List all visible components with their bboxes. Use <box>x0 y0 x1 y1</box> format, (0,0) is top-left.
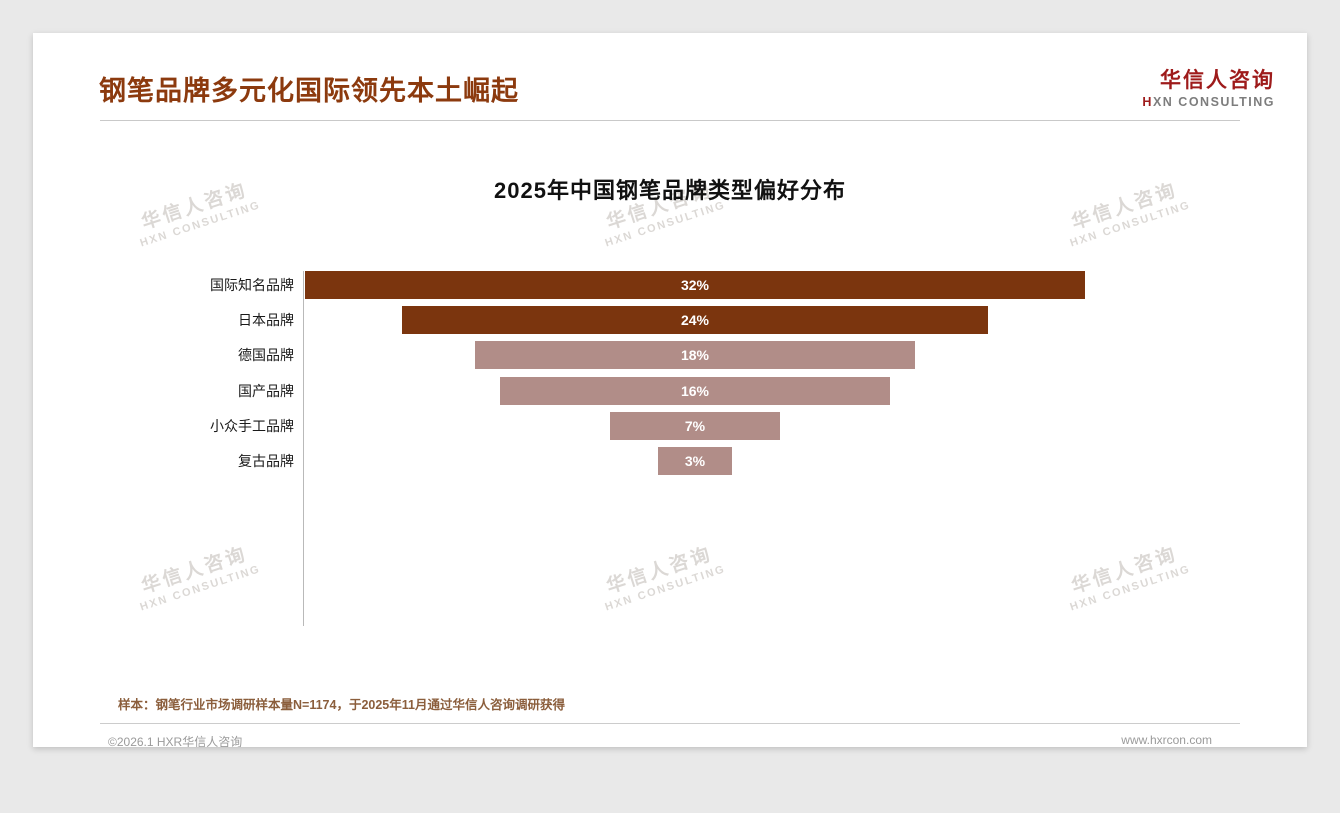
website-url: www.hxrcon.com <box>1121 732 1212 747</box>
bar-area: 32% <box>303 270 1103 299</box>
category-label: 日本品牌 <box>238 311 294 328</box>
sample-footnote: 样本：钢笔行业市场调研样本量N=1174，于2025年11月通过华信人咨询调研获… <box>118 697 565 712</box>
logo-mark-icon: H <box>1142 95 1153 110</box>
logo-english-rest: XN CONSULTING <box>1152 95 1275 110</box>
chart-row: 国际知名品牌 32% <box>41 270 1103 299</box>
watermark-line2: HXN CONSULTING <box>1068 199 1193 250</box>
category-label: 复古品牌 <box>238 453 294 470</box>
logo-chinese-text: 华信人咨询 <box>1160 69 1275 92</box>
y-axis-line <box>303 270 304 626</box>
bar: 24% <box>402 305 988 334</box>
data-label: 16% <box>680 382 709 399</box>
bar-area: 18% <box>303 341 1103 370</box>
header-divider <box>100 119 1240 121</box>
footer: ©2026.1 HXR华信人咨询 www.hxrcon.com <box>33 724 1307 747</box>
chart-row: 德国品牌 18% <box>41 341 1103 370</box>
chart-row: 国产品牌 16% <box>41 376 1103 405</box>
bar-area: 24% <box>303 305 1103 334</box>
slide-card: 钢笔品牌多元化国际领先本土崛起 华信人咨询 HXN CONSULTING 202… <box>33 33 1307 747</box>
data-label: 24% <box>680 311 709 328</box>
category-label: 小众手工品牌 <box>210 418 294 435</box>
category-label: 国际知名品牌 <box>210 276 294 293</box>
data-label: 3% <box>684 453 706 470</box>
chart-row: 小众手工品牌 7% <box>41 412 1103 441</box>
chart-title: 2025年中国钢笔品牌类型偏好分布 <box>494 177 846 203</box>
bar: 32% <box>304 270 1086 299</box>
page-title: 钢笔品牌多元化国际领先本土崛起 <box>99 76 519 106</box>
category-label: 德国品牌 <box>238 347 294 364</box>
data-label: 7% <box>684 418 706 435</box>
bar: 16% <box>499 376 891 405</box>
bar: 18% <box>475 341 915 370</box>
bar-area: 16% <box>303 376 1103 405</box>
bar-area: 7% <box>303 412 1103 441</box>
copyright-text: ©2026.1 HXR华信人咨询 <box>108 734 243 747</box>
logo-english-text: HXN CONSULTING <box>1142 95 1275 109</box>
chart-row: 复古品牌 3% <box>41 447 1103 476</box>
watermark-line2: HXN CONSULTING <box>603 199 728 250</box>
header: 钢笔品牌多元化国际领先本土崛起 华信人咨询 HXN CONSULTING <box>33 33 1307 110</box>
data-label: 18% <box>680 347 709 364</box>
chart-row: 日本品牌 24% <box>41 305 1103 334</box>
watermark-line2: HXN CONSULTING <box>138 199 263 250</box>
bar: 3% <box>658 447 732 476</box>
bar-area: 3% <box>303 447 1103 476</box>
footer-divider <box>100 722 1240 724</box>
company-logo: 华信人咨询 HXN CONSULTING <box>1142 69 1275 110</box>
bar: 7% <box>609 412 781 441</box>
category-label: 国产品牌 <box>238 382 294 399</box>
data-label: 32% <box>680 276 709 293</box>
chart-plot: 国际知名品牌 32% 日本品牌 24% 德国品牌 18% 国产品牌 16% 小众手工品牌 7% 复古… <box>41 270 1103 626</box>
